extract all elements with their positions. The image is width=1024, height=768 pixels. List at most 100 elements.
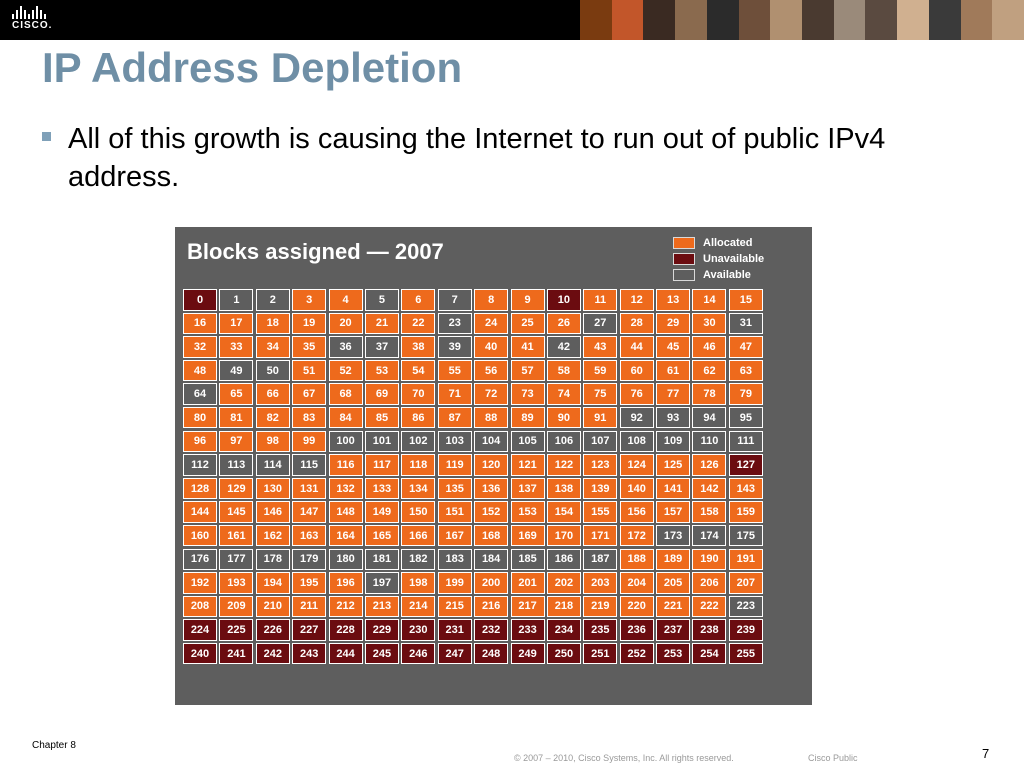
block-cell-54: 54	[401, 359, 436, 382]
block-cell-121: 121	[510, 454, 545, 476]
block-cell-136: 136	[474, 477, 509, 500]
photo-tile	[802, 0, 834, 40]
block-cell-60: 60	[619, 359, 654, 382]
block-cell-82: 82	[255, 406, 290, 429]
legend-swatch-unavailable	[673, 253, 695, 265]
block-cell-63: 63	[728, 359, 763, 382]
block-cell-59: 59	[583, 359, 618, 382]
photo-tile	[675, 0, 707, 40]
block-cell-250: 250	[546, 642, 581, 665]
block-cell-195: 195	[292, 572, 327, 594]
block-cell-157: 157	[656, 501, 691, 523]
block-cell-158: 158	[692, 501, 727, 523]
block-cell-51: 51	[292, 359, 327, 382]
block-cell-113: 113	[219, 454, 254, 476]
block-cell-112: 112	[183, 454, 217, 476]
block-cell-26: 26	[546, 312, 581, 335]
block-cell-192: 192	[183, 572, 217, 594]
block-cell-184: 184	[474, 548, 509, 571]
photo-tile	[643, 0, 676, 40]
block-cell-101: 101	[364, 430, 399, 453]
block-cell-55: 55	[437, 359, 472, 382]
block-cell-178: 178	[255, 548, 290, 571]
block-cell-152: 152	[474, 501, 509, 523]
block-cell-204: 204	[619, 572, 654, 594]
block-cell-37: 37	[364, 336, 399, 358]
block-cell-31: 31	[728, 312, 763, 335]
block-cell-208: 208	[183, 595, 217, 618]
block-cell-146: 146	[255, 501, 290, 523]
block-cell-45: 45	[656, 336, 691, 358]
block-cell-167: 167	[437, 524, 472, 547]
block-cell-12: 12	[619, 289, 654, 311]
block-cell-254: 254	[692, 642, 727, 665]
block-cell-190: 190	[692, 548, 727, 571]
photo-tile	[580, 0, 612, 40]
block-cell-209: 209	[219, 595, 254, 618]
block-cell-216: 216	[474, 595, 509, 618]
block-cell-201: 201	[510, 572, 545, 594]
block-cell-109: 109	[656, 430, 691, 453]
block-cell-252: 252	[619, 642, 654, 665]
blocks-chart: Blocks assigned — 2007 Allocated Unavail…	[175, 227, 812, 705]
block-cell-22: 22	[401, 312, 436, 335]
block-cell-93: 93	[656, 406, 691, 429]
block-cell-168: 168	[474, 524, 509, 547]
block-cell-102: 102	[401, 430, 436, 453]
block-cell-117: 117	[364, 454, 399, 476]
block-cell-5: 5	[364, 289, 399, 311]
block-cell-35: 35	[292, 336, 327, 358]
block-cell-25: 25	[510, 312, 545, 335]
block-cell-11: 11	[583, 289, 618, 311]
legend-item-available: Available	[673, 267, 764, 283]
block-cell-43: 43	[583, 336, 618, 358]
block-cell-202: 202	[546, 572, 581, 594]
block-cell-89: 89	[510, 406, 545, 429]
block-cell-41: 41	[510, 336, 545, 358]
block-cell-138: 138	[546, 477, 581, 500]
block-cell-183: 183	[437, 548, 472, 571]
block-cell-203: 203	[583, 572, 618, 594]
block-cell-134: 134	[401, 477, 436, 500]
block-cell-97: 97	[219, 430, 254, 453]
block-cell-0: 0	[183, 289, 217, 311]
block-cell-91: 91	[583, 406, 618, 429]
block-cell-181: 181	[364, 548, 399, 571]
block-cell-188: 188	[619, 548, 654, 571]
block-cell-230: 230	[401, 619, 436, 641]
block-cell-106: 106	[546, 430, 581, 453]
photo-tile	[706, 0, 739, 40]
block-cell-74: 74	[546, 383, 581, 405]
photo-tile	[770, 0, 803, 40]
block-cell-52: 52	[328, 359, 363, 382]
block-cell-129: 129	[219, 477, 254, 500]
block-cell-233: 233	[510, 619, 545, 641]
copyright-notice: © 2007 – 2010, Cisco Systems, Inc. All r…	[514, 753, 734, 763]
block-cell-127: 127	[728, 454, 763, 476]
block-cell-234: 234	[546, 619, 581, 641]
block-cell-189: 189	[656, 548, 691, 571]
chart-legend: Allocated Unavailable Available	[673, 235, 764, 283]
photo-tile	[992, 0, 1024, 40]
block-cell-150: 150	[401, 501, 436, 523]
block-cell-18: 18	[255, 312, 290, 335]
block-cell-68: 68	[328, 383, 363, 405]
block-cell-80: 80	[183, 406, 217, 429]
block-cell-87: 87	[437, 406, 472, 429]
block-cell-125: 125	[656, 454, 691, 476]
block-cell-19: 19	[292, 312, 327, 335]
photo-tile	[738, 0, 771, 40]
block-cell-247: 247	[437, 642, 472, 665]
legend-label: Allocated	[703, 237, 753, 249]
block-cell-187: 187	[583, 548, 618, 571]
block-cell-67: 67	[292, 383, 327, 405]
block-cell-64: 64	[183, 383, 217, 405]
block-cell-177: 177	[219, 548, 254, 571]
block-cell-75: 75	[583, 383, 618, 405]
block-cell-131: 131	[292, 477, 327, 500]
block-cell-221: 221	[656, 595, 691, 618]
block-cell-36: 36	[328, 336, 363, 358]
block-cell-70: 70	[401, 383, 436, 405]
block-cell-169: 169	[510, 524, 545, 547]
block-cell-105: 105	[510, 430, 545, 453]
